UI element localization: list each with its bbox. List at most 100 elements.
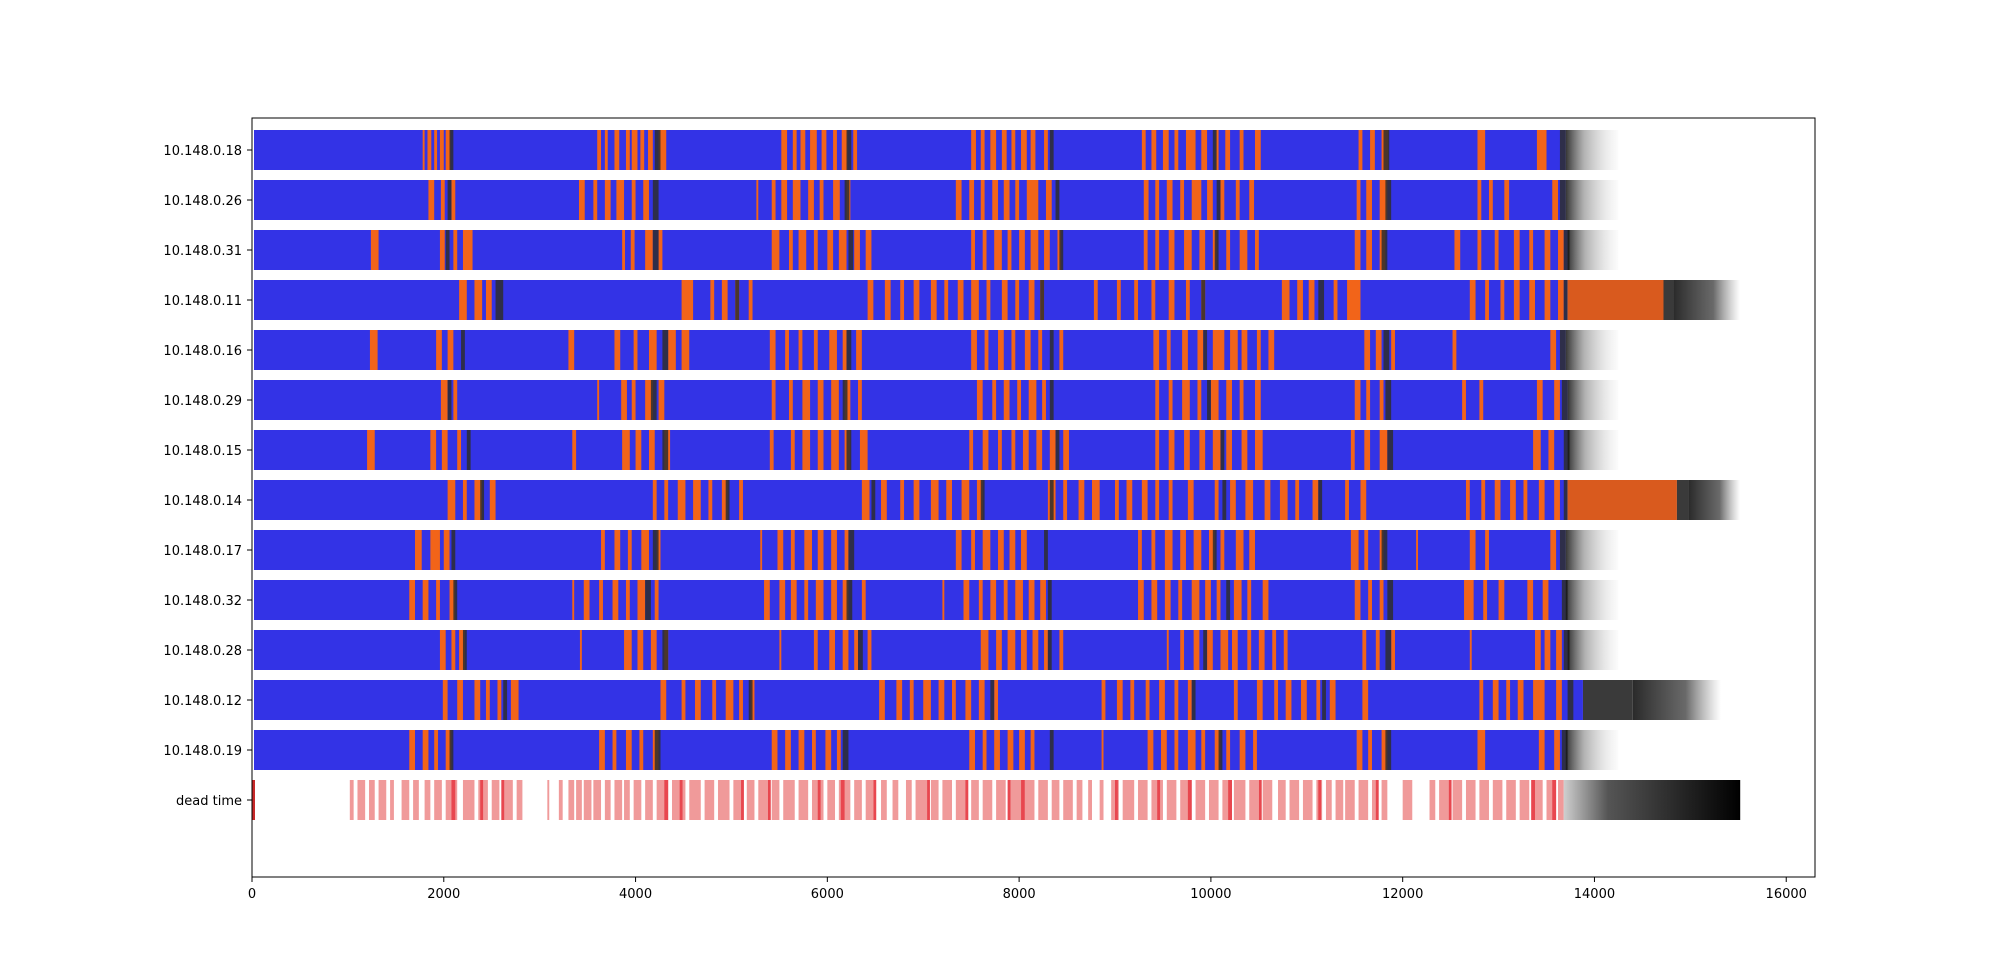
idle-segment-row-8-35: [1295, 480, 1300, 520]
idle-segment-row-7-21: [1022, 430, 1029, 470]
idle-segment-row-1-1: [422, 130, 425, 170]
idle-segment-row-1-17: [810, 130, 817, 170]
idle-segment-row-8-33: [1264, 480, 1271, 520]
idle-segment-row-10-33: [1205, 580, 1211, 620]
dark-segment-row-4-3: [1040, 280, 1045, 320]
idle-segment-row-7-22: [1036, 430, 1043, 470]
idle-segment-row-4-17: [986, 280, 991, 320]
idle-segment-row-5-36: [1452, 330, 1457, 370]
idle-segment-row-11-18: [1021, 630, 1027, 670]
idle-segment-row-4-31: [1308, 280, 1315, 320]
idle-segment-row-13-15: [836, 730, 841, 770]
idle-segment-row-4-5: [710, 280, 715, 320]
idle-segment-row-4-20: [1028, 280, 1035, 320]
idle-segment-row-13-27: [1201, 730, 1206, 770]
idle-segment-row-1-2: [427, 130, 432, 170]
idle-segment-row-7-2: [430, 430, 437, 470]
dead-time-segment-71: [1249, 780, 1259, 820]
idle-segment-row-2-38: [1477, 180, 1482, 220]
idle-segment-row-1-23: [980, 130, 985, 170]
idle-segment-row-11-13: [854, 630, 859, 670]
x-tick-label-4000: 4000: [619, 887, 652, 902]
dead-time-strong-segment-21: [1375, 780, 1379, 820]
idle-segment-row-2-40: [1504, 180, 1510, 220]
idle-segment-row-5-18: [984, 330, 989, 370]
idle-segment-row-2-21: [992, 180, 999, 220]
dark-segment-row-7-3: [846, 430, 852, 470]
idle-segment-row-4-11: [900, 280, 905, 320]
idle-segment-row-2-27: [1155, 180, 1160, 220]
dead-time-strong-segment-6: [741, 780, 744, 820]
idle-segment-row-10-13: [779, 580, 786, 620]
idle-segment-row-2-34: [1249, 180, 1255, 220]
idle-segment-row-11-14: [867, 630, 872, 670]
idle-segment-row-1-43: [1477, 130, 1486, 170]
dead-time-segment-87: [1465, 780, 1476, 820]
idle-segment-row-1-16: [800, 130, 806, 170]
idle-segment-row-7-31: [1241, 430, 1248, 470]
idle-segment-row-3-14: [838, 230, 847, 270]
idle-segment-row-1-27: [1021, 130, 1027, 170]
idle-segment-row-8-43: [1523, 480, 1528, 520]
idle-segment-row-12-19: [951, 680, 956, 720]
idle-segment-row-7-3: [441, 430, 448, 470]
fade-tail-row-8: [1688, 480, 1741, 520]
idle-segment-row-13-7: [625, 730, 632, 770]
idle-segment-row-8-12: [861, 480, 870, 520]
idle-segment-row-6-16: [992, 380, 997, 420]
idle-segment-row-6-10: [802, 380, 811, 420]
idle-segment-row-5-5: [614, 330, 621, 370]
idle-segment-row-9-37: [1550, 530, 1557, 570]
idle-segment-row-8-25: [1126, 480, 1133, 520]
idle-segment-row-1-44: [1536, 130, 1547, 170]
idle-segment-row-6-33: [1479, 380, 1484, 420]
idle-segment-row-12-6: [510, 680, 519, 720]
idle-segment-row-1-9: [625, 130, 630, 170]
dead-time-strong-segment-14: [1021, 780, 1025, 820]
idle-segment-row-3-15: [854, 230, 860, 270]
dead-time-segment-5: [390, 780, 394, 820]
idle-segment-row-13-22: [1101, 730, 1104, 770]
idle-segment-row-9-26: [1193, 530, 1202, 570]
idle-segment-row-1-41: [1370, 130, 1375, 170]
y-tick-label-11: 10.148.0.28: [163, 644, 242, 659]
dead-time-segment-55: [1038, 780, 1048, 820]
idle-segment-row-2-2: [440, 180, 445, 220]
idle-segment-row-6-17: [1003, 380, 1010, 420]
idle-segment-row-11-5: [624, 630, 632, 670]
idle-segment-row-5-29: [1230, 330, 1238, 370]
idle-segment-row-12-26: [1145, 680, 1150, 720]
dead-time-segment-82: [1381, 780, 1388, 820]
idle-segment-row-12-4: [485, 680, 490, 720]
dark-segment-row-9-6: [1381, 530, 1388, 570]
dead-time-segment-26: [645, 780, 653, 820]
idle-segment-row-7-32: [1255, 430, 1263, 470]
idle-segment-row-2-16: [833, 180, 840, 220]
busy-segment-row-12: [254, 680, 1583, 720]
dark-segment-row-1-7: [1559, 130, 1566, 170]
dead-time-strong-segment-24: [1552, 780, 1557, 820]
idle-segment-row-7-5: [572, 430, 577, 470]
idle-segment-row-4-15: [957, 280, 964, 320]
idle-segment-row-8-30: [1214, 480, 1219, 520]
idle-segment-row-5-1: [369, 330, 378, 370]
idle-segment-row-11-9: [779, 630, 782, 670]
dead-time-segment-36: [783, 780, 795, 820]
idle-segment-row-1-37: [1225, 130, 1231, 170]
idle-segment-row-2-26: [1143, 180, 1149, 220]
dead-time-segment-67: [1195, 780, 1206, 820]
idle-segment-row-5-6: [633, 330, 638, 370]
dark-segment-row-4-4: [1201, 280, 1206, 320]
idle-segment-row-2-29: [1180, 180, 1185, 220]
idle-segment-row-6-3: [597, 380, 600, 420]
dead-time-segment-78: [1335, 780, 1344, 820]
dark-segment-row-13-2: [654, 730, 661, 770]
idle-segment-row-12-39: [1492, 680, 1499, 720]
dead-time-segment-31: [718, 780, 730, 820]
dark-segment-row-5-1: [461, 330, 465, 370]
idle-segment-row-11-15: [980, 630, 989, 670]
idle-segment-row-12-30: [1233, 680, 1238, 720]
idle-segment-row-12-18: [938, 680, 945, 720]
idle-segment-row-12-17: [923, 680, 931, 720]
